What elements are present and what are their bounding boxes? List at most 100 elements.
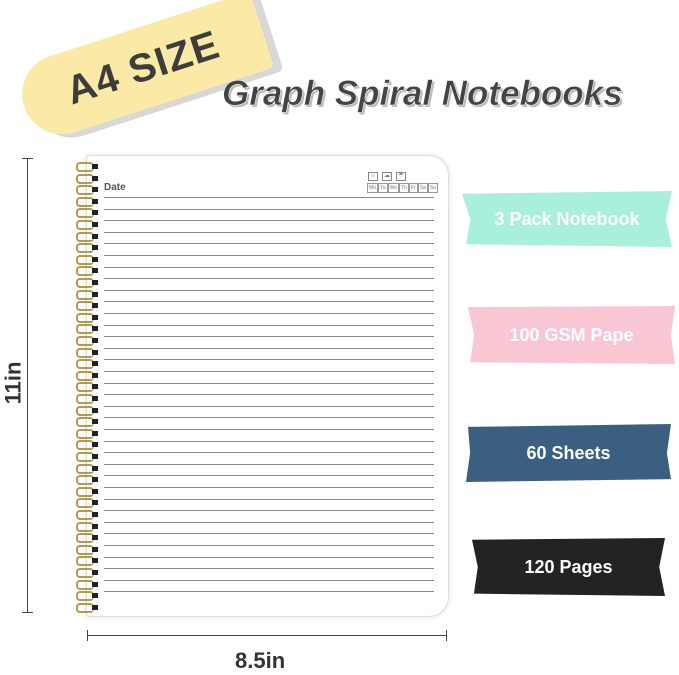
ruled-line bbox=[104, 324, 434, 326]
cloud-icon: ☁ bbox=[382, 172, 392, 181]
rain-icon: ☂ bbox=[396, 172, 406, 181]
punch-hole bbox=[92, 465, 98, 471]
ruled-line bbox=[104, 371, 434, 372]
dimension-tick bbox=[446, 630, 447, 641]
notebook-page bbox=[86, 155, 449, 617]
ruled-line bbox=[104, 533, 434, 535]
day-box: Th bbox=[399, 183, 409, 193]
punch-hole bbox=[92, 477, 98, 483]
punch-hole bbox=[92, 314, 98, 320]
punch-hole bbox=[92, 558, 98, 564]
spiral-coil bbox=[76, 173, 94, 184]
dimension-tick bbox=[87, 630, 88, 641]
punch-hole bbox=[92, 233, 98, 239]
punch-hole bbox=[92, 396, 98, 401]
spiral-coil bbox=[76, 312, 94, 323]
spiral-coil bbox=[76, 452, 94, 462]
feature-tape-gsm: 100 GSM Pape bbox=[468, 306, 675, 364]
punch-hole bbox=[92, 164, 98, 169]
spiral-coil bbox=[76, 382, 94, 393]
ruled-line bbox=[104, 255, 434, 256]
spiral-coil bbox=[76, 336, 94, 346]
spiral-coil bbox=[76, 278, 94, 288]
punch-hole bbox=[92, 349, 98, 355]
spiral-coil bbox=[76, 162, 94, 172]
spiral-coil bbox=[76, 324, 94, 335]
ruled-line bbox=[104, 579, 434, 581]
punch-hole bbox=[92, 372, 98, 378]
ruled-line bbox=[104, 463, 434, 465]
dimension-tick bbox=[22, 158, 33, 159]
spiral-coil bbox=[76, 394, 94, 404]
spiral-coil bbox=[76, 208, 94, 219]
ruled-line bbox=[104, 336, 434, 338]
day-box: Mo bbox=[367, 183, 378, 193]
punch-hole bbox=[92, 291, 98, 297]
day-box: Tu bbox=[377, 183, 388, 193]
spiral-coil bbox=[76, 440, 94, 451]
feature-tape-3-pack: 3 Pack Notebook bbox=[462, 191, 672, 247]
day-box: We bbox=[387, 183, 400, 193]
spiral-coil bbox=[76, 220, 94, 230]
ruled-line bbox=[104, 568, 434, 570]
punch-hole bbox=[92, 546, 98, 552]
punch-hole bbox=[92, 604, 98, 610]
spiral-coil bbox=[76, 266, 94, 277]
spiral-coil bbox=[76, 185, 94, 196]
spiral-coil bbox=[76, 417, 94, 428]
day-box: Sa bbox=[417, 183, 428, 193]
spiral-coil bbox=[76, 254, 94, 265]
ruled-line bbox=[104, 289, 434, 291]
ruled-line bbox=[104, 243, 434, 245]
spiral-coil bbox=[76, 405, 94, 416]
spiral-coil bbox=[76, 359, 94, 370]
punch-hole bbox=[92, 581, 98, 587]
ruled-line bbox=[104, 394, 434, 396]
punch-hole bbox=[92, 222, 98, 227]
ruled-line bbox=[104, 266, 434, 268]
badge-text: A4 SIZE bbox=[60, 22, 225, 113]
punch-hole bbox=[92, 407, 98, 413]
spiral-coil bbox=[76, 289, 94, 300]
punch-hole bbox=[92, 175, 98, 181]
ruled-line bbox=[104, 382, 434, 384]
ruled-line bbox=[104, 278, 434, 280]
punch-hole bbox=[92, 454, 98, 459]
feature-label: 3 Pack Notebook bbox=[494, 208, 640, 229]
spiral-coil bbox=[76, 196, 94, 207]
punch-hole bbox=[92, 361, 98, 367]
ruled-line bbox=[104, 313, 434, 314]
width-label: 8.5in bbox=[235, 648, 286, 673]
spiral-coil bbox=[76, 533, 94, 544]
spiral-coil bbox=[76, 475, 94, 486]
punch-hole bbox=[92, 535, 98, 541]
punch-hole bbox=[92, 338, 98, 343]
ruled-line bbox=[104, 487, 434, 488]
spiral-coil bbox=[76, 231, 94, 242]
spiral-coil bbox=[76, 301, 94, 312]
punch-hole bbox=[92, 187, 98, 193]
punch-hole bbox=[92, 280, 98, 285]
spiral-coil bbox=[76, 591, 94, 602]
day-box: Fr bbox=[408, 183, 418, 193]
ruled-line bbox=[104, 510, 434, 512]
spiral-coil bbox=[76, 579, 94, 590]
height-label: 11in bbox=[0, 361, 26, 405]
punch-hole bbox=[92, 245, 98, 251]
punch-hole bbox=[92, 442, 98, 448]
ruled-line bbox=[104, 359, 434, 361]
ruled-line bbox=[104, 440, 434, 442]
ruled-line bbox=[104, 498, 434, 500]
ruled-line bbox=[104, 556, 434, 558]
punch-hole bbox=[92, 488, 98, 494]
spiral-coil bbox=[76, 486, 94, 497]
ruled-line bbox=[104, 475, 434, 477]
a4-size-badge: A4 SIZE bbox=[11, 0, 275, 145]
ruled-line bbox=[104, 417, 434, 419]
ruled-line bbox=[104, 197, 434, 198]
punch-hole bbox=[92, 303, 98, 309]
page-title: Graph Spiral Notebooks bbox=[222, 74, 623, 114]
punch-hole bbox=[92, 512, 98, 517]
weekday-boxes: Mo Tu We Th Fr Sa Su bbox=[367, 183, 438, 193]
ruled-line bbox=[104, 521, 434, 523]
